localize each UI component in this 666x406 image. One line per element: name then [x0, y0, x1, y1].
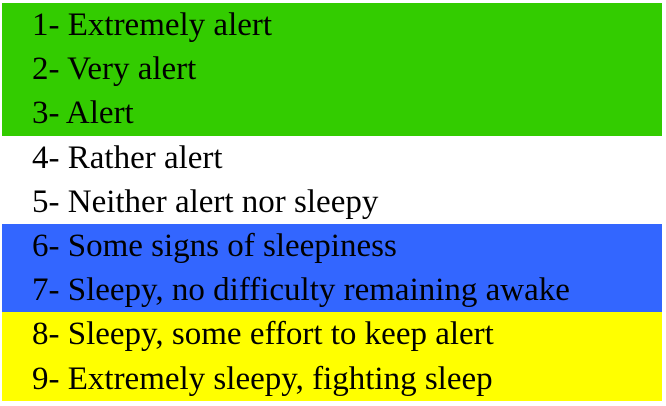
scale-item-1: 1- Extremely alert	[32, 7, 273, 43]
scale-item-2: 2- Very alert	[32, 51, 197, 88]
band-neutral: 4- Rather alert 5- Neither alert nor sle…	[2, 135, 662, 224]
band-sleepiness-signs: 6- Some signs of sleepiness 7- Sleepy, n…	[2, 223, 662, 313]
scale-item-7: 7- Sleepy, no difficulty remaining awake	[32, 272, 570, 309]
scale-item-6: 6- Some signs of sleepiness	[32, 227, 397, 264]
band-alert: 1- Extremely alert 2- Very alert 3- Aler…	[2, 3, 662, 136]
scale-item-4: 4- Rather alert	[32, 139, 223, 176]
scale-item-5: 5- Neither alert nor sleepy	[32, 183, 379, 220]
scale-item-3: 3- Alert	[32, 95, 134, 132]
band-sleepy: 8- Sleepy, some effort to keep alert 9- …	[2, 312, 662, 401]
scale-item-9: 9- Extremely sleepy, fighting sleep	[32, 360, 493, 397]
scale-item-8: 8- Sleepy, some effort to keep alert	[32, 316, 494, 353]
sleepiness-scale: 1- Extremely alert 2- Very alert 3- Aler…	[2, 3, 662, 401]
